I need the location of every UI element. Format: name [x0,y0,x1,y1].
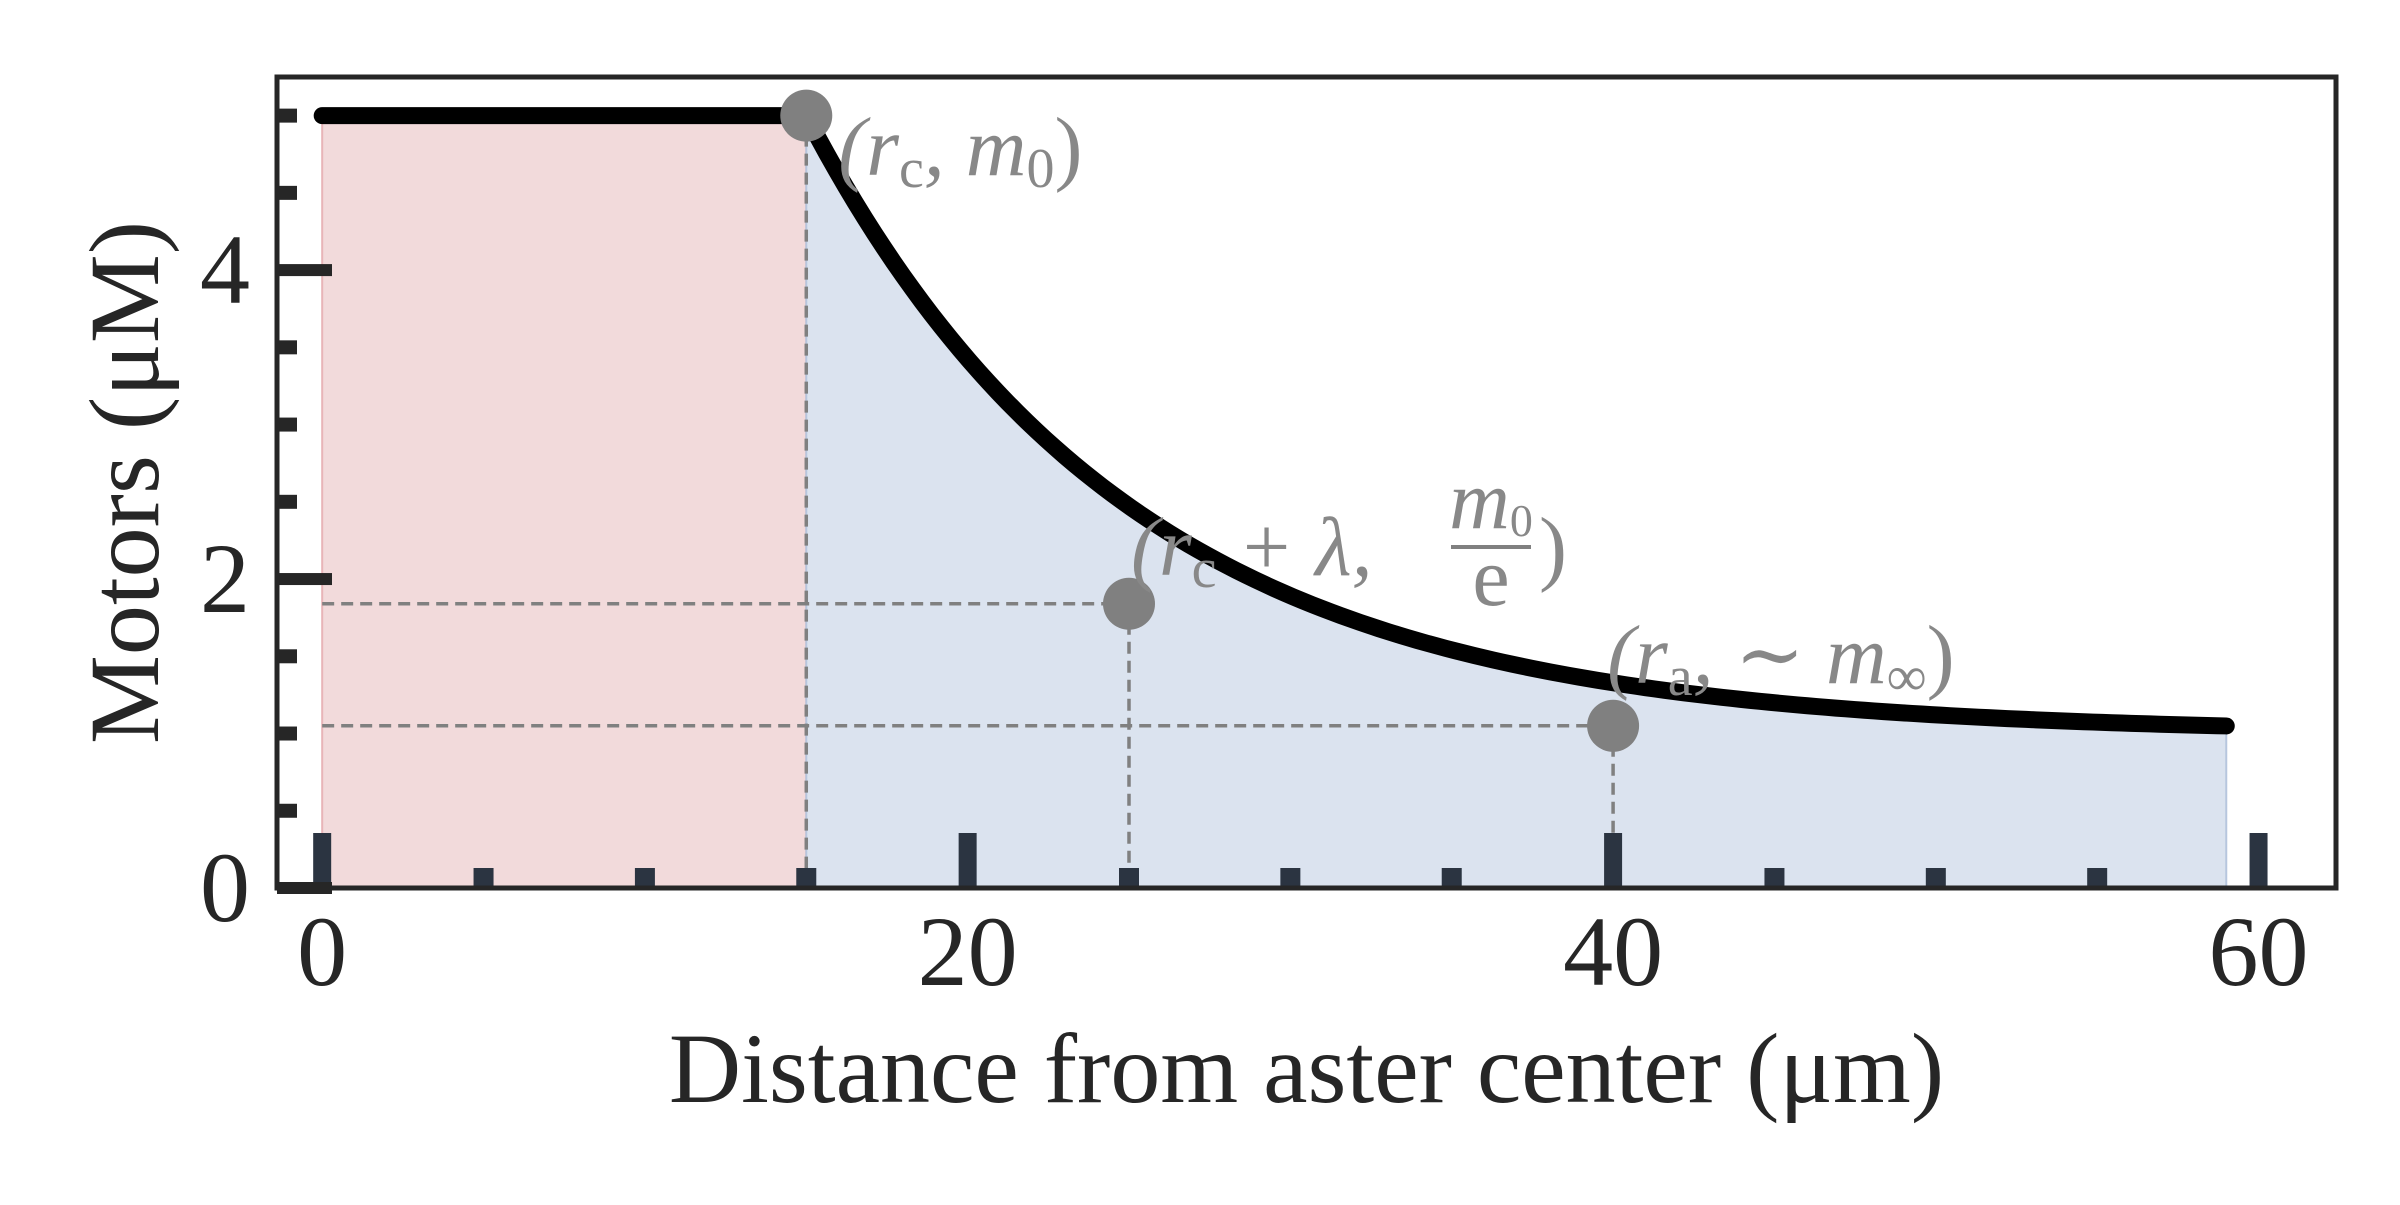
rug-major-tick [1604,833,1623,888]
rug-ticks [313,833,2268,888]
annotation-label-2-close: ) [1539,501,1567,594]
rug-minor-tick [1441,868,1462,888]
rug-minor-tick [473,868,494,888]
x-tick-label: 20 [918,896,1018,1007]
annotation-label-2-text: (rc + λ, [1131,501,1373,600]
point-annotations: (rc, m0) (rc + λ, m0e) (ra, ∼ m∞) [838,101,1954,708]
y-minor-tick [277,417,297,432]
annotation-fraction-numerator: m0 [1449,454,1533,547]
y-major-tick [277,264,332,277]
y-tick-label: 4 [200,214,250,325]
rug-minor-tick [1764,868,1785,888]
x-tick-label: 40 [1563,896,1663,1007]
annotation-point-2 [1103,577,1155,630]
annotation-label-2: (rc + λ, m0e) [1131,454,1567,624]
annotation-point-1 [780,89,833,142]
y-minor-tick [277,803,297,818]
y-tick-label: 0 [200,832,250,943]
y-minor-tick [277,340,297,355]
rug-minor-tick [796,868,817,888]
y-tick-label: 2 [200,523,250,634]
annotation-point-3 [1587,699,1640,752]
rug-major-tick [958,833,977,888]
y-minor-tick [277,185,297,200]
y-minor-tick [277,649,297,664]
tick-labels: 0 20 40 60 0 2 4 [200,214,2309,1007]
annotation-fraction-denominator: e [1472,531,1509,624]
annotation-label-3: (ra, ∼ m∞) [1607,609,1954,708]
motor-profile-line [313,107,2235,735]
y-minor-tick [277,494,297,509]
y-minor-tick [277,108,297,123]
rug-minor-tick [1119,868,1139,888]
x-tick-label: 0 [297,896,347,1007]
rug-minor-tick [1925,868,1946,888]
y-axis-ticks [277,108,332,894]
rug-minor-tick [2087,868,2108,888]
y-axis-title: Motors (μM) [69,221,180,744]
annotation-markers [780,89,1640,752]
y-major-tick [277,573,332,586]
annotation-label-1: (rc, m0) [838,101,1082,200]
rug-major-tick [313,833,332,888]
rug-major-tick [2249,833,2268,888]
rug-minor-tick [634,868,655,888]
x-tick-label: 60 [2209,896,2309,1007]
y-minor-tick [277,726,297,741]
shaded-region-1 [321,114,808,889]
dashed-guides [322,115,1615,888]
motor-curve [313,107,2235,735]
rug-minor-tick [1280,868,1301,888]
plot-frame [274,74,2339,891]
x-axis-title: Distance from aster center (μm) [669,1013,1944,1124]
